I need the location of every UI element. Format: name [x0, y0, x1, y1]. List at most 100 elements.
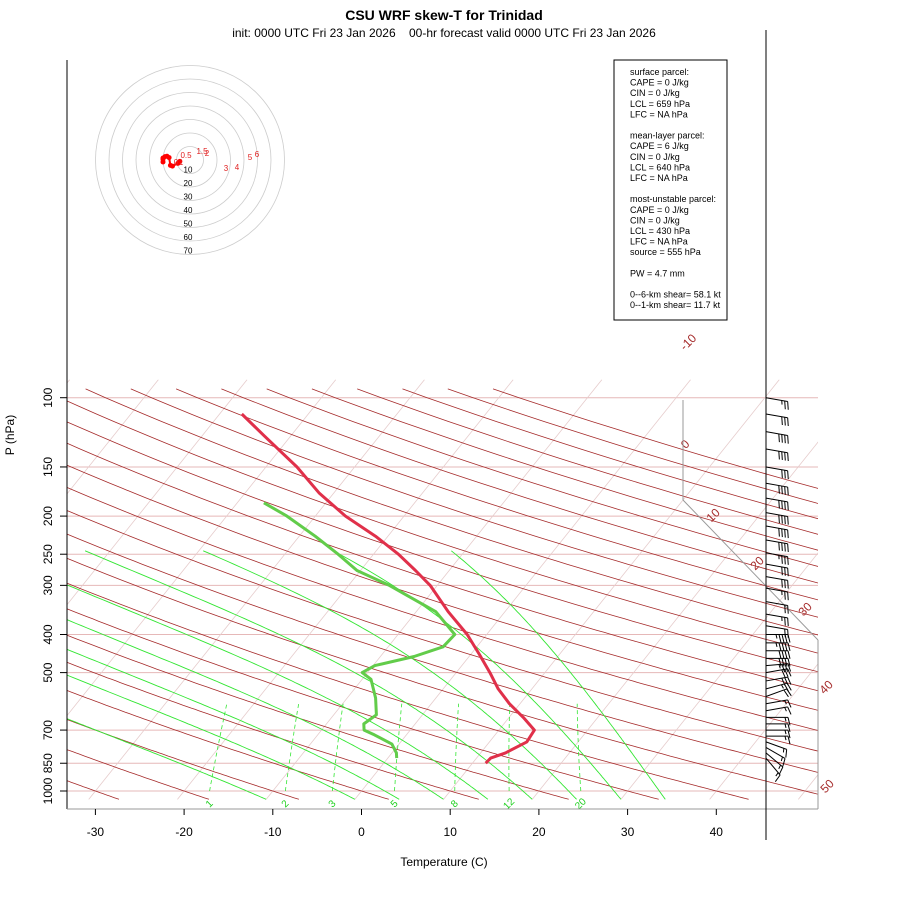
dry-adiabat	[175, 388, 818, 601]
wind-barb-full	[781, 664, 786, 673]
y-axis-label: P (hPa)	[3, 415, 17, 455]
wind-barb-full	[784, 470, 786, 479]
mixing-ratio-line	[508, 703, 511, 791]
axes	[66, 60, 819, 810]
wind-barb-half	[778, 664, 781, 669]
wind-barb-full	[787, 699, 792, 708]
wind-barb-full	[784, 400, 786, 410]
wind-barb-full	[778, 542, 780, 551]
wind-barb-full	[781, 658, 785, 667]
hodograph-ring	[108, 78, 272, 242]
wind-barb	[765, 448, 789, 462]
wind-barb-staff	[765, 741, 787, 750]
temperature-tick-label: 30	[621, 825, 635, 839]
dry-adiabat	[85, 388, 818, 636]
wind-barb-full	[785, 749, 788, 758]
isotherm-label: 10	[703, 505, 723, 525]
info-box-line: LCL = 430 hPa	[630, 226, 690, 236]
wind-barb-full	[787, 729, 791, 739]
wind-barb-full	[781, 650, 785, 659]
dry-adiabat	[67, 634, 569, 800]
mixing-ratio-label: 12	[502, 796, 518, 812]
wind-barb-half	[784, 717, 787, 722]
wind-barb-full	[787, 470, 789, 480]
dry-adiabat	[67, 421, 818, 673]
wind-barb-half	[775, 642, 778, 647]
wind-barb-full	[787, 516, 789, 525]
wind-barb	[765, 413, 789, 427]
wind-barb-full	[787, 580, 789, 589]
hodograph-point-label: 0	[174, 158, 179, 167]
moist-adiabat	[67, 648, 400, 800]
wind-barb	[765, 431, 789, 444]
pressure-tick-label: 1000	[41, 777, 55, 804]
dry-adiabat	[266, 388, 818, 567]
hodograph-background	[94, 60, 286, 270]
wind-barb-full	[787, 668, 792, 677]
wind-barb-full	[784, 556, 786, 565]
wind-barb-full	[787, 556, 789, 565]
temperature-tick-label: 40	[710, 825, 724, 839]
wind-barb-full	[784, 634, 788, 643]
hodograph-ring-label: 50	[184, 220, 193, 229]
info-box-line: mean-layer parcel:	[630, 131, 705, 141]
wind-barb-staff	[765, 663, 788, 667]
wind-barb	[765, 587, 789, 601]
info-box-line: LCL = 640 hPa	[630, 162, 690, 172]
mixing-ratio-line	[394, 703, 403, 792]
mixing-ratio-line	[209, 703, 228, 792]
wind-barb	[766, 650, 791, 659]
hodograph-point-label: 1.5	[196, 147, 208, 156]
isotherm-line	[67, 379, 159, 495]
wind-barb-full	[784, 642, 788, 651]
pressure-tick-label: 500	[41, 662, 55, 682]
wind-barb	[765, 688, 792, 698]
moist-adiabat	[67, 584, 489, 800]
wind-barb-staff	[765, 431, 788, 436]
wind-barb-staff	[765, 757, 781, 776]
wind-barb-staff	[765, 668, 788, 674]
wind-barb	[765, 601, 789, 614]
moist-adiabat	[451, 550, 666, 800]
wind-barb-half	[778, 764, 782, 770]
hodograph-point-label: 0.5	[180, 151, 192, 160]
pressure-tick-label: 100	[41, 387, 55, 407]
wind-barb	[766, 735, 791, 745]
wind-barb-full	[787, 676, 792, 685]
info-box-line: CIN = 0 J/kg	[630, 88, 680, 98]
wind-barb-staff	[765, 676, 788, 682]
wind-barb-staff	[765, 482, 788, 488]
wind-barb-full	[778, 658, 782, 667]
wind-barb-full	[778, 433, 780, 443]
wind-barb	[765, 552, 789, 565]
wind-barb-full	[787, 501, 789, 511]
dry-adiabat	[67, 400, 818, 654]
wind-barb	[765, 663, 792, 673]
moist-adiabat	[67, 619, 444, 800]
hodograph-point-label: 1	[179, 158, 184, 167]
hodograph-ring-label: 20	[184, 179, 193, 188]
wind-barb-full	[787, 706, 792, 715]
info-box-line: PW = 4.7 mm	[630, 268, 685, 278]
info-box-line: most-unstable parcel:	[630, 194, 716, 204]
wind-barb-half	[775, 634, 778, 639]
wind-barb-full	[787, 605, 789, 614]
pressure-tick-label: 300	[41, 575, 55, 595]
profiles	[240, 412, 536, 765]
wind-barb-full	[784, 501, 786, 510]
wind-barbs	[765, 30, 792, 840]
wind-barb-staff	[765, 752, 784, 768]
info-box-line: CAPE = 6 J/kg	[630, 141, 689, 151]
wind-barb-full	[782, 758, 786, 767]
x-axis-label: Temperature (C)	[400, 855, 487, 869]
wind-barb-full	[787, 452, 789, 462]
pressure-tick-label: 700	[41, 720, 55, 740]
hodograph-point-label: 5	[248, 153, 253, 162]
hodograph-point	[166, 155, 172, 161]
wind-barb-staff	[765, 576, 788, 581]
wind-barb-staff	[765, 625, 788, 631]
wind-barb-full	[781, 566, 783, 576]
wind-barb-staff	[765, 413, 788, 419]
wind-barb	[765, 757, 781, 782]
